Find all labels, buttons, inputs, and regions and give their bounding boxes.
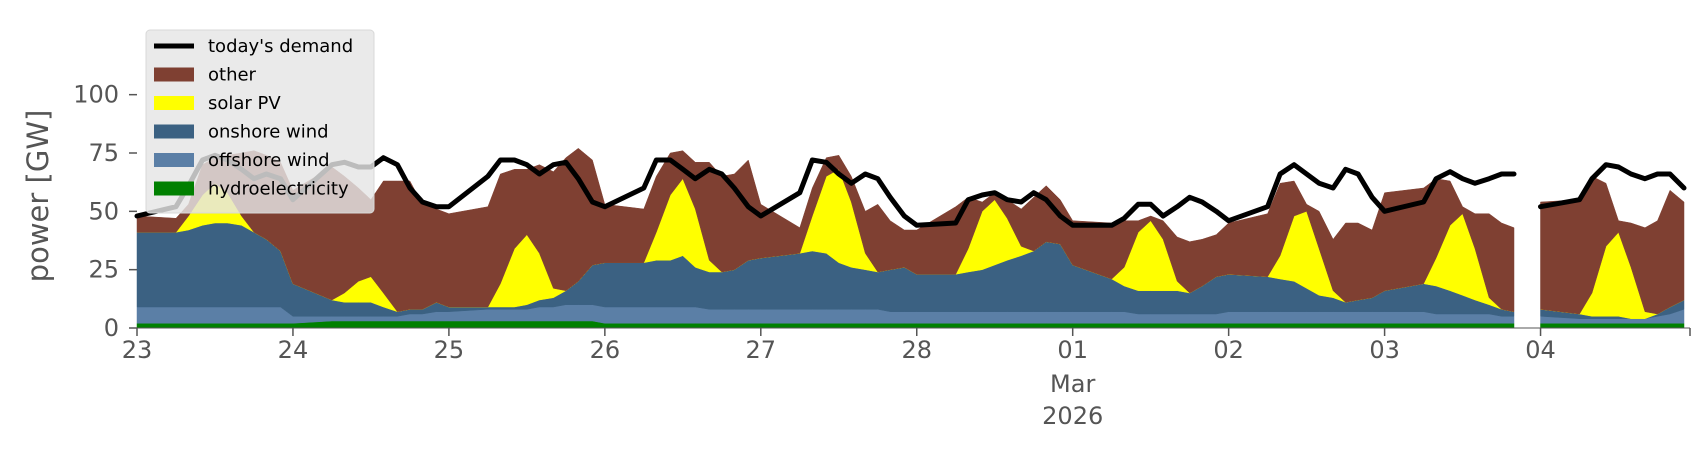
legend-box xyxy=(145,29,375,214)
x-year-label: 2026 xyxy=(1042,402,1103,430)
y-tick-label-0: 0 xyxy=(104,314,119,342)
demand-line-segment-1 xyxy=(134,152,1517,228)
area-hydroelectricity-2 xyxy=(1540,323,1685,329)
area-other-2 xyxy=(1540,175,1685,315)
legend-label-offshore-wind: offshore wind xyxy=(208,150,330,171)
x-tick-label-02: 02 xyxy=(1213,336,1244,364)
y-axis-label: power [GW] xyxy=(21,110,55,283)
x-tick-label-26: 26 xyxy=(590,336,621,364)
legend-swatch-onshore-wind xyxy=(154,124,194,139)
x-tick-label-01: 01 xyxy=(1057,336,1088,364)
legend-label-other: other xyxy=(208,65,257,86)
x-tick-label-04: 04 xyxy=(1525,336,1556,364)
demand-line-group xyxy=(134,152,1687,228)
x-tick-label-03: 03 xyxy=(1369,336,1400,364)
legend-label-solar-pv: solar PV xyxy=(208,93,281,114)
y-tick-label-50: 50 xyxy=(88,197,119,225)
x-tick-label-27: 27 xyxy=(746,336,777,364)
x-tick-label-23: 23 xyxy=(122,336,153,364)
y-tick-label-75: 75 xyxy=(88,139,119,167)
y-tick-label-100: 100 xyxy=(73,81,119,109)
x-ticks: 23 24 25 26 27 28 01 02 03 04 xyxy=(122,328,1691,364)
y-ticks: 0 25 50 75 100 xyxy=(73,81,137,342)
legend-swatch-hydroelectricity xyxy=(154,181,194,196)
legend-label-hydroelectricity: hydroelectricity xyxy=(208,179,349,200)
legend-swatch-other xyxy=(154,67,194,82)
stacked-area-group xyxy=(136,147,1685,329)
legend-swatch-offshore-wind xyxy=(154,153,194,167)
demand-line-segment-2 xyxy=(1538,162,1687,210)
area-other-1 xyxy=(136,147,1515,313)
x-month-label: Mar xyxy=(1050,370,1095,398)
y-tick-label-25: 25 xyxy=(88,256,119,284)
legend: today's demand other solar PV onshore wind o… xyxy=(145,29,375,214)
x-tick-label-25: 25 xyxy=(434,336,465,364)
x-tick-label-28: 28 xyxy=(901,336,932,364)
legend-label-onshore-wind: onshore wind xyxy=(208,122,329,143)
x-tick-label-24: 24 xyxy=(278,336,309,364)
legend-swatch-solar-pv xyxy=(154,96,194,110)
legend-label-today-s-demand: today's demand xyxy=(208,36,353,57)
